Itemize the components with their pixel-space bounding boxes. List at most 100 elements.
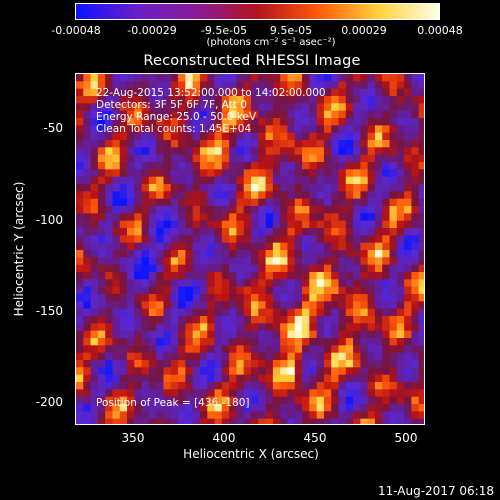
heatmap-cell [404, 308, 412, 317]
heatmap-cell [214, 279, 223, 288]
heatmap-cell [243, 213, 252, 222]
heatmap-cell [141, 279, 150, 288]
heatmap-cell [353, 125, 361, 134]
heatmap-cell [229, 235, 237, 244]
heatmap-cell [156, 411, 164, 420]
heatmap-cell [338, 169, 347, 178]
heatmap-cell [141, 242, 150, 251]
heatmap-cell [338, 367, 347, 376]
heatmap-cell [367, 103, 376, 112]
heatmap-cell [265, 110, 274, 119]
heatmap-cell [229, 88, 237, 97]
heatmap-cell [287, 389, 296, 398]
heatmap-cell [382, 140, 391, 148]
heatmap-cell [411, 250, 420, 258]
heatmap-cell [404, 118, 412, 126]
heatmap-cell [389, 74, 398, 82]
heatmap-cell [83, 88, 92, 97]
heatmap-cell [396, 88, 405, 97]
heatmap-cell [287, 301, 296, 310]
heatmap-cell [389, 264, 398, 273]
heatmap-cell [294, 286, 303, 295]
x-axis-label: Heliocentric X (arcsec) [183, 447, 319, 461]
heatmap-cell [418, 206, 424, 214]
heatmap-cell [251, 279, 259, 288]
heatmap-cell [134, 176, 143, 185]
heatmap-cell [83, 154, 92, 163]
heatmap-cell [134, 125, 143, 134]
heatmap-cell [396, 404, 405, 412]
heatmap-cell [97, 352, 106, 361]
heatmap-cell [207, 118, 216, 126]
heatmap-cell [258, 396, 267, 405]
heatmap-cell [141, 198, 150, 207]
heatmap-cell [353, 389, 361, 398]
heatmap-cell [331, 81, 339, 90]
heatmap-cell [265, 257, 274, 266]
heatmap-cell [338, 176, 347, 185]
heatmap-cell [280, 147, 288, 156]
heatmap-cell [105, 103, 113, 112]
heatmap-cell [178, 308, 186, 317]
heatmap-cell [367, 154, 376, 163]
heatmap-cell [367, 294, 376, 302]
heatmap-cell [418, 147, 424, 156]
heatmap-cell [302, 345, 310, 354]
heatmap-cell [170, 235, 179, 244]
heatmap-cell [331, 220, 339, 229]
heatmap-cell [251, 374, 259, 383]
heatmap-cell [163, 81, 172, 90]
heatmap-cell [251, 389, 259, 398]
heatmap-cell [76, 103, 84, 112]
heatmap-cell [243, 74, 252, 82]
heatmap-cell [396, 382, 405, 390]
heatmap-cell [163, 169, 172, 178]
heatmap-cell [76, 338, 84, 346]
heatmap-cell [404, 162, 412, 170]
heatmap-cell [112, 132, 121, 141]
heatmap-cell [389, 367, 398, 376]
heatmap-cell [331, 404, 339, 412]
heatmap-cell [112, 323, 121, 332]
heatmap-cell [309, 118, 318, 126]
heatmap-cell [302, 396, 310, 405]
heatmap-cell [345, 308, 354, 317]
heatmap-cell [148, 118, 157, 126]
heatmap-cell [148, 242, 157, 251]
heatmap-cell [251, 264, 259, 273]
heatmap-cell [170, 74, 179, 82]
heatmap-cell [345, 272, 354, 280]
heatmap-cell [119, 184, 128, 192]
heatmap-cell [396, 140, 405, 148]
heatmap-cell [367, 198, 376, 207]
heatmap-cell [156, 279, 164, 288]
heatmap-cell [207, 301, 216, 310]
colorbar-tick-label: -0.00029 [127, 24, 177, 37]
heatmap-cell [148, 316, 157, 324]
heatmap-cell [353, 264, 361, 273]
heatmap-cell [170, 220, 179, 229]
heatmap-cell [258, 338, 267, 346]
heatmap-cell [141, 338, 150, 346]
heatmap-cell [353, 235, 361, 244]
heatmap-cell [353, 286, 361, 295]
heatmap-cell [112, 118, 121, 126]
heatmap-cell [360, 396, 369, 405]
heatmap-cell [374, 96, 383, 104]
heatmap-cell [258, 235, 267, 244]
heatmap-cell [119, 330, 128, 339]
heatmap-cell [192, 323, 201, 332]
heatmap-cell [229, 418, 237, 424]
heatmap-cell [90, 198, 99, 207]
heatmap-cell [374, 206, 383, 214]
heatmap-cell [382, 235, 391, 244]
heatmap-cell [148, 301, 157, 310]
heatmap-cell [178, 330, 186, 339]
heatmap-cell [404, 206, 412, 214]
heatmap-cell [221, 228, 230, 236]
heatmap-cell [97, 213, 106, 222]
heatmap-cell [331, 389, 339, 398]
heatmap-cell [265, 88, 274, 97]
heatmap-cell [316, 345, 325, 354]
heatmap-cell [236, 162, 245, 170]
